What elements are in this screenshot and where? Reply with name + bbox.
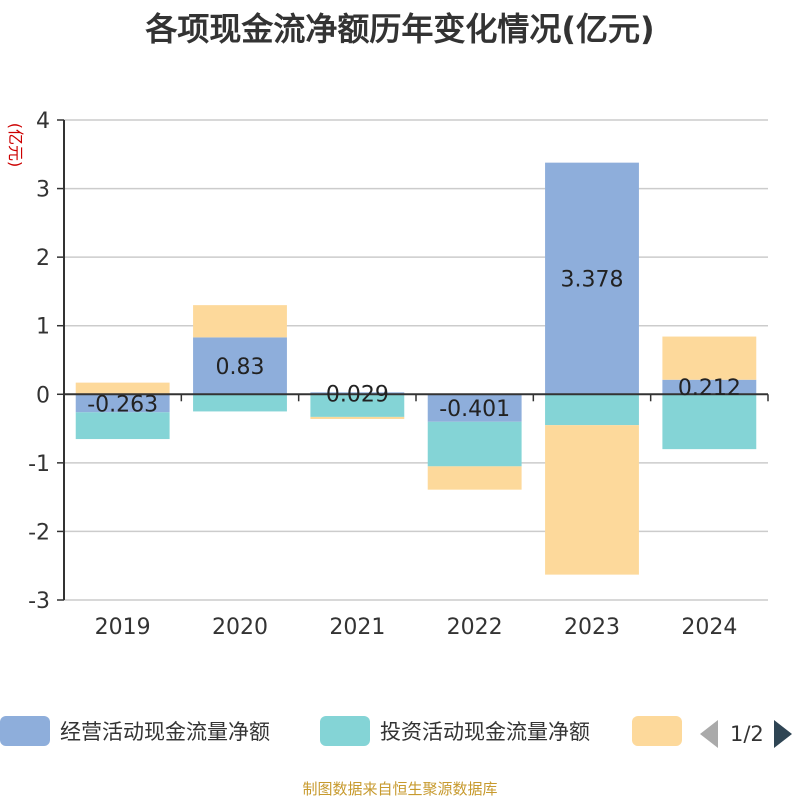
x-tick-label: 2023 [564, 615, 620, 640]
bar-investing-2021[interactable] [310, 394, 405, 417]
bar-operating-2024[interactable] [662, 379, 757, 395]
bar-investing-2019[interactable] [75, 412, 170, 440]
bar-investing-2020[interactable] [193, 394, 287, 412]
data-label-2024: 0.212 [678, 376, 741, 401]
chart-title: 各项现金流净额历年变化情况(亿元) [145, 10, 655, 48]
y-tick-label: 2 [36, 246, 50, 271]
bar-investing-2024[interactable] [662, 394, 757, 450]
y-tick-label: 3 [36, 178, 50, 203]
bar-operating-2022[interactable] [427, 394, 522, 422]
data-label-2020: 0.83 [216, 355, 265, 380]
bar-operating-2019[interactable] [75, 394, 170, 413]
legend-item-investing[interactable]: 投资活动现金流量净额 [320, 716, 590, 746]
axes: 4 3 2 1 0 -1 -2 -3 (亿元) 2019 2020 2021 2022 2023 2024 [6, 109, 769, 640]
legend-next-icon[interactable] [773, 720, 792, 748]
legend-label-operating: 经营活动现金流量净额 [60, 720, 270, 744]
x-tick-label: 2020 [212, 615, 268, 640]
bar-financing-2019[interactable] [75, 382, 170, 395]
legend: 经营活动现金流量净额 投资活动现金流量净额 1/2 [0, 716, 800, 752]
legend-item-operating[interactable]: 经营活动现金流量净额 [0, 716, 270, 746]
legend-swatch-investing [320, 716, 370, 746]
legend-label-investing: 投资活动现金流量净额 [380, 720, 590, 744]
x-tick-label: 2019 [95, 615, 151, 640]
legend-item-financing[interactable] [632, 716, 682, 746]
data-label-2023: 3.378 [561, 267, 624, 292]
bar-operating-2023[interactable] [545, 162, 639, 395]
y-tick-label: 0 [36, 383, 50, 408]
y-axis-label: (亿元) [6, 123, 25, 168]
y-tick-label: -2 [28, 520, 50, 545]
source-note: 制图数据来自恒生聚源数据库 [302, 780, 498, 798]
legend-page-indicator: 1/2 [730, 722, 764, 746]
data-label-2021: 0.029 [326, 382, 389, 407]
bar-financing-2024[interactable] [662, 336, 757, 380]
legend-swatch-financing [632, 716, 682, 746]
bar-investing-2023[interactable] [545, 394, 639, 426]
legend-swatch-operating [0, 716, 50, 746]
bars [75, 162, 757, 575]
grid-lines [64, 119, 768, 601]
bar-financing-2023[interactable] [545, 425, 639, 575]
legend-pager: 1/2 [700, 716, 792, 752]
bar-financing-2022[interactable] [427, 466, 522, 490]
bar-financing-2020[interactable] [193, 305, 287, 338]
x-tick-label: 2022 [447, 615, 503, 640]
y-tick-label: -1 [28, 452, 50, 477]
y-tick-label: 1 [36, 315, 50, 340]
y-tick-label: 4 [36, 109, 50, 134]
x-tick-label: 2021 [329, 615, 385, 640]
x-tick-label: 2024 [681, 615, 737, 640]
bar-investing-2022[interactable] [427, 421, 522, 467]
data-label-2019: -0.263 [87, 392, 158, 417]
data-labels: -0.263 0.83 0.029 -0.401 3.378 0.212 [87, 267, 741, 422]
legend-prev-icon[interactable] [700, 720, 718, 748]
data-label-2022: -0.401 [439, 397, 510, 422]
bar-operating-2020[interactable] [193, 337, 287, 395]
bar-financing-2021[interactable] [310, 416, 405, 419]
y-tick-label: -3 [28, 589, 50, 614]
